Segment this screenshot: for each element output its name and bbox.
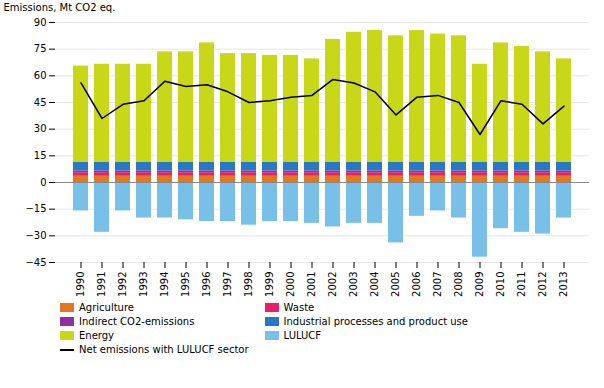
svg-text:2012: 2012 (537, 272, 548, 297)
svg-text:1997: 1997 (222, 272, 233, 297)
svg-text:75: 75 (34, 43, 47, 54)
svg-text:90: 90 (34, 17, 47, 28)
svg-text:2001: 2001 (306, 272, 317, 297)
svg-text:−45: −45 (25, 257, 46, 268)
svg-text:1996: 1996 (201, 272, 212, 297)
svg-text:1994: 1994 (159, 272, 170, 297)
svg-text:60: 60 (34, 70, 47, 81)
svg-text:2000: 2000 (285, 272, 296, 297)
svg-text:1990: 1990 (75, 272, 86, 297)
html-text:Energy: Energy (79, 330, 114, 341)
svg-text:0: 0 (40, 177, 46, 188)
svg-text:2011: 2011 (516, 272, 527, 297)
svg-text:15: 15 (34, 150, 47, 161)
svg-text:−15: −15 (25, 203, 46, 214)
svg-text:1993: 1993 (138, 272, 149, 297)
html-text:Net emissions with LULUCF sect: Net emissions with LULUCF sector (79, 344, 249, 355)
svg-text:2007: 2007 (432, 272, 443, 297)
svg-text:2009: 2009 (474, 272, 485, 297)
svg-text:1998: 1998 (243, 272, 254, 297)
svg-text:−30: −30 (25, 230, 46, 241)
svg-text:2005: 2005 (390, 272, 401, 297)
svg-text:2006: 2006 (411, 272, 422, 297)
svg-text:1995: 1995 (180, 272, 191, 297)
html-text:LULUCF: LULUCF (283, 330, 322, 341)
svg-text:2002: 2002 (327, 272, 338, 297)
svg-text:45: 45 (34, 97, 47, 108)
svg-text:2008: 2008 (453, 272, 464, 297)
svg-text:2004: 2004 (369, 272, 380, 297)
html-text:Waste: Waste (283, 302, 315, 313)
svg-text:30: 30 (34, 123, 47, 134)
html-text:Industrial processes and produ: Industrial processes and product use (283, 316, 468, 327)
html-text:Indirect CO2-emissions: Indirect CO2-emissions (79, 316, 195, 327)
svg-text:1999: 1999 (264, 272, 275, 297)
svg-text:Emissions, Mt CO2 eq.: Emissions, Mt CO2 eq. (4, 2, 116, 13)
html-text:Agriculture: Agriculture (79, 302, 134, 313)
svg-text:2013: 2013 (558, 272, 569, 297)
svg-text:1991: 1991 (96, 272, 107, 297)
svg-text:2010: 2010 (495, 272, 506, 297)
svg-text:1992: 1992 (117, 272, 128, 297)
svg-text:2003: 2003 (348, 272, 359, 297)
